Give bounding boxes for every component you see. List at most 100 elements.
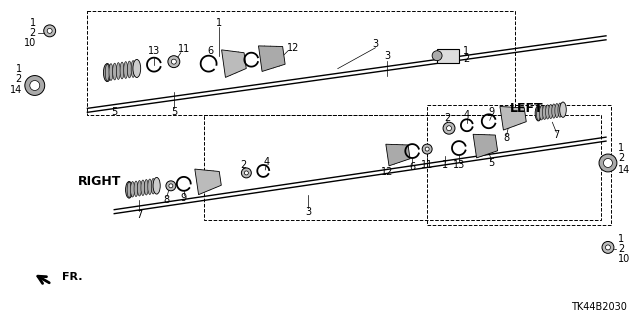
Ellipse shape [561,103,565,117]
Ellipse shape [141,180,145,196]
Text: 10: 10 [618,254,630,264]
Ellipse shape [153,177,160,194]
Ellipse shape [133,59,141,78]
Ellipse shape [560,102,566,117]
Text: 5: 5 [488,158,495,168]
Text: 1: 1 [29,18,36,28]
Text: RIGHT: RIGHT [77,175,121,188]
Ellipse shape [552,104,556,118]
Polygon shape [473,134,498,158]
Text: TK44B2030: TK44B2030 [572,302,627,312]
Polygon shape [221,50,246,78]
Text: 1: 1 [216,18,221,28]
Circle shape [422,144,432,154]
Circle shape [25,76,45,95]
Ellipse shape [134,181,138,197]
Ellipse shape [151,179,156,194]
Circle shape [44,25,56,37]
Circle shape [244,171,248,175]
Text: 1: 1 [618,143,624,153]
Text: 2: 2 [618,153,624,163]
Circle shape [605,245,611,250]
Circle shape [168,56,180,68]
Ellipse shape [540,106,543,120]
Text: 2: 2 [463,54,469,64]
Ellipse shape [145,180,148,195]
Ellipse shape [127,182,131,197]
Polygon shape [386,144,410,166]
Text: 1: 1 [16,63,22,74]
Text: 11: 11 [421,160,433,170]
Ellipse shape [125,182,132,198]
Ellipse shape [536,106,540,120]
Circle shape [447,126,451,131]
Circle shape [169,184,173,188]
Circle shape [172,59,177,64]
Text: 14: 14 [10,85,22,95]
Ellipse shape [109,64,113,80]
Bar [427,105,611,225]
Circle shape [432,51,442,61]
Circle shape [166,181,176,191]
Ellipse shape [138,181,141,196]
Text: 5: 5 [171,107,177,117]
Text: 10: 10 [24,38,36,48]
Text: 2: 2 [29,28,36,38]
Ellipse shape [535,106,541,121]
Text: 9: 9 [180,193,187,203]
Bar [204,115,601,219]
Ellipse shape [543,105,547,120]
Circle shape [602,241,614,253]
Ellipse shape [548,104,553,119]
Text: 4: 4 [464,110,470,120]
Text: 3: 3 [385,51,390,61]
Text: 8: 8 [164,195,170,205]
Ellipse shape [555,103,559,118]
Circle shape [47,28,52,33]
Ellipse shape [148,179,152,195]
Text: 14: 14 [618,165,630,175]
Text: 3: 3 [372,39,379,49]
Bar [88,11,515,115]
Circle shape [425,147,429,151]
Text: 13: 13 [148,46,160,56]
Text: 12: 12 [381,167,394,177]
Ellipse shape [104,63,111,82]
Text: 7: 7 [136,210,142,220]
Text: 9: 9 [489,107,495,117]
Circle shape [241,168,252,178]
Text: 4: 4 [263,157,269,167]
Text: 8: 8 [504,133,509,143]
Ellipse shape [546,105,550,119]
Text: LEFT: LEFT [509,102,543,115]
Text: FR.: FR. [61,272,82,282]
Text: 12: 12 [287,43,300,53]
Polygon shape [195,169,221,195]
Ellipse shape [558,103,562,117]
Text: 2: 2 [618,244,624,255]
Ellipse shape [106,64,109,81]
Ellipse shape [124,62,128,78]
Text: 3: 3 [305,207,311,217]
Text: 6: 6 [207,46,214,56]
Text: 1: 1 [618,234,624,244]
Text: 1: 1 [442,160,448,170]
Ellipse shape [113,63,116,80]
Ellipse shape [127,61,131,78]
Text: 5: 5 [111,107,117,117]
Circle shape [443,122,455,134]
Ellipse shape [155,178,159,194]
Text: 1: 1 [463,46,469,56]
Bar [437,49,459,63]
Polygon shape [500,107,526,130]
Text: 2: 2 [444,113,450,123]
Ellipse shape [131,182,134,197]
Polygon shape [259,46,285,71]
Text: 11: 11 [178,44,190,54]
Circle shape [30,80,40,91]
Ellipse shape [131,61,135,78]
Circle shape [604,159,612,167]
Ellipse shape [135,60,139,77]
Text: 13: 13 [453,160,465,170]
Text: 2: 2 [15,74,22,84]
